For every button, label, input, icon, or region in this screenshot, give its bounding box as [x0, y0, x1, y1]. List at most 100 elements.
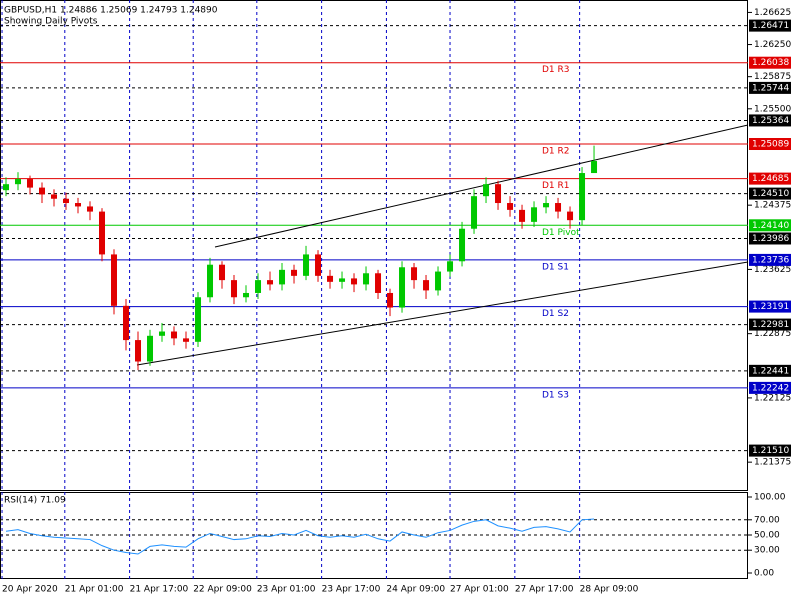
- candle-body: [495, 184, 502, 204]
- candle-body: [39, 187, 46, 195]
- candle-body: [183, 338, 190, 342]
- candle-body: [291, 269, 298, 276]
- price-label: 1.22981: [752, 320, 789, 330]
- candle-body: [87, 206, 94, 212]
- candle-body: [399, 267, 406, 308]
- pivot-name: D1 S3: [542, 390, 569, 400]
- rsi-tick-label: 30.00: [754, 546, 780, 556]
- candle-body: [15, 179, 22, 185]
- x-tick-label: 21 Apr 01:00: [65, 585, 124, 595]
- candle-body: [447, 261, 454, 272]
- candle-body: [555, 203, 562, 212]
- candle-body: [255, 280, 262, 293]
- pivot-name: D1 R1: [542, 181, 570, 191]
- rsi-tick-label: 70.00: [754, 515, 780, 525]
- y-tick-label: 1.25500: [754, 104, 791, 114]
- candle-body: [243, 292, 250, 298]
- x-tick-label: 27 Apr 01:00: [450, 585, 509, 595]
- y-tick-label: 1.25875: [754, 72, 791, 82]
- candle-body: [135, 340, 142, 362]
- candle-body: [507, 203, 514, 210]
- candle-body: [483, 184, 490, 197]
- pivot-name: D1 R3: [542, 65, 570, 75]
- candle-body: [459, 228, 466, 262]
- pivot-label: 1.26038: [752, 58, 789, 68]
- candle-body: [219, 264, 226, 281]
- price-box: [749, 232, 791, 245]
- candle-body: [195, 297, 202, 342]
- pivot-name: D1 R2: [542, 147, 570, 157]
- y-tick-label: 1.26250: [754, 40, 791, 50]
- trend-line-upper: [214, 124, 749, 248]
- rsi-tick-label: 0.00: [754, 569, 774, 579]
- rsi-title: RSI(14) 71.09: [4, 496, 66, 506]
- candle-body: [159, 331, 166, 336]
- price-label: 1.24510: [752, 189, 789, 199]
- candle-body: [99, 211, 106, 255]
- candle-body: [423, 280, 430, 291]
- pivot-name: D1 Pivot: [542, 228, 580, 238]
- candle-body: [315, 254, 322, 276]
- y-tick-label: 1.24375: [754, 201, 791, 211]
- pivot-box: [749, 172, 791, 185]
- candle-body: [147, 335, 154, 362]
- y-tick-label: 1.21375: [754, 458, 791, 468]
- candle-body: [363, 273, 370, 285]
- price-label: 1.22441: [752, 366, 789, 376]
- rsi-tick-label: 50.00: [754, 531, 780, 541]
- pivot-label: 1.24140: [752, 221, 789, 231]
- candle-body: [411, 267, 418, 281]
- y-tick-label: 1.26625: [754, 8, 791, 18]
- pivot-label: 1.23736: [752, 255, 789, 265]
- x-tick-label: 27 Apr 17:00: [515, 585, 574, 595]
- candle-body: [75, 203, 82, 207]
- x-tick-label: 20 Apr 2020: [2, 585, 58, 595]
- candle-body: [207, 264, 214, 298]
- price-box: [749, 81, 791, 94]
- price-box: [749, 444, 791, 457]
- pivot-label: 1.23191: [752, 302, 789, 312]
- rsi-tick-label: 100.00: [754, 493, 786, 503]
- trend-line-lower: [136, 261, 749, 366]
- candle-body: [3, 184, 10, 191]
- price-label: 1.25364: [752, 116, 789, 126]
- y-tick-label: 1.22875: [754, 329, 791, 339]
- candle-body: [51, 194, 58, 199]
- candle-body: [27, 179, 34, 188]
- chart-title: GBPUSD,H1 1.24886 1.25069 1.24793 1.2489…: [4, 6, 218, 16]
- main-frame: [0, 0, 748, 491]
- rsi-line: [5, 518, 595, 555]
- x-tick-label: 22 Apr 09:00: [193, 585, 252, 595]
- candle-body: [279, 269, 286, 285]
- candle-body: [387, 292, 394, 308]
- candle-body: [231, 280, 238, 298]
- price-box: [749, 114, 791, 127]
- x-tick-label: 23 Apr 01:00: [257, 585, 316, 595]
- x-tick-label: 24 Apr 09:00: [386, 585, 445, 595]
- pivot-label: 1.25089: [752, 140, 789, 150]
- candle-body: [111, 254, 118, 306]
- price-label: 1.25744: [752, 83, 789, 93]
- pivot-box: [749, 138, 791, 151]
- price-label: 1.23986: [752, 234, 789, 244]
- candle-body: [327, 275, 334, 282]
- price-box: [749, 364, 791, 377]
- price-label: 1.21510: [752, 446, 789, 456]
- x-tick-label: 21 Apr 17:00: [130, 585, 189, 595]
- price-box: [749, 318, 791, 331]
- candle-body: [543, 203, 550, 208]
- candle-body: [471, 196, 478, 229]
- candle-body: [591, 161, 598, 174]
- candle-body: [375, 273, 382, 293]
- candle-body: [123, 305, 130, 341]
- price-box: [749, 187, 791, 200]
- candle-body: [171, 331, 178, 339]
- x-tick-label: 28 Apr 09:00: [580, 585, 639, 595]
- pivot-box: [749, 300, 791, 313]
- candle-body: [339, 278, 346, 282]
- pivot-box: [749, 381, 791, 394]
- y-tick-label: 1.22125: [754, 393, 791, 403]
- candle-body: [267, 280, 274, 285]
- candle-body: [567, 211, 574, 221]
